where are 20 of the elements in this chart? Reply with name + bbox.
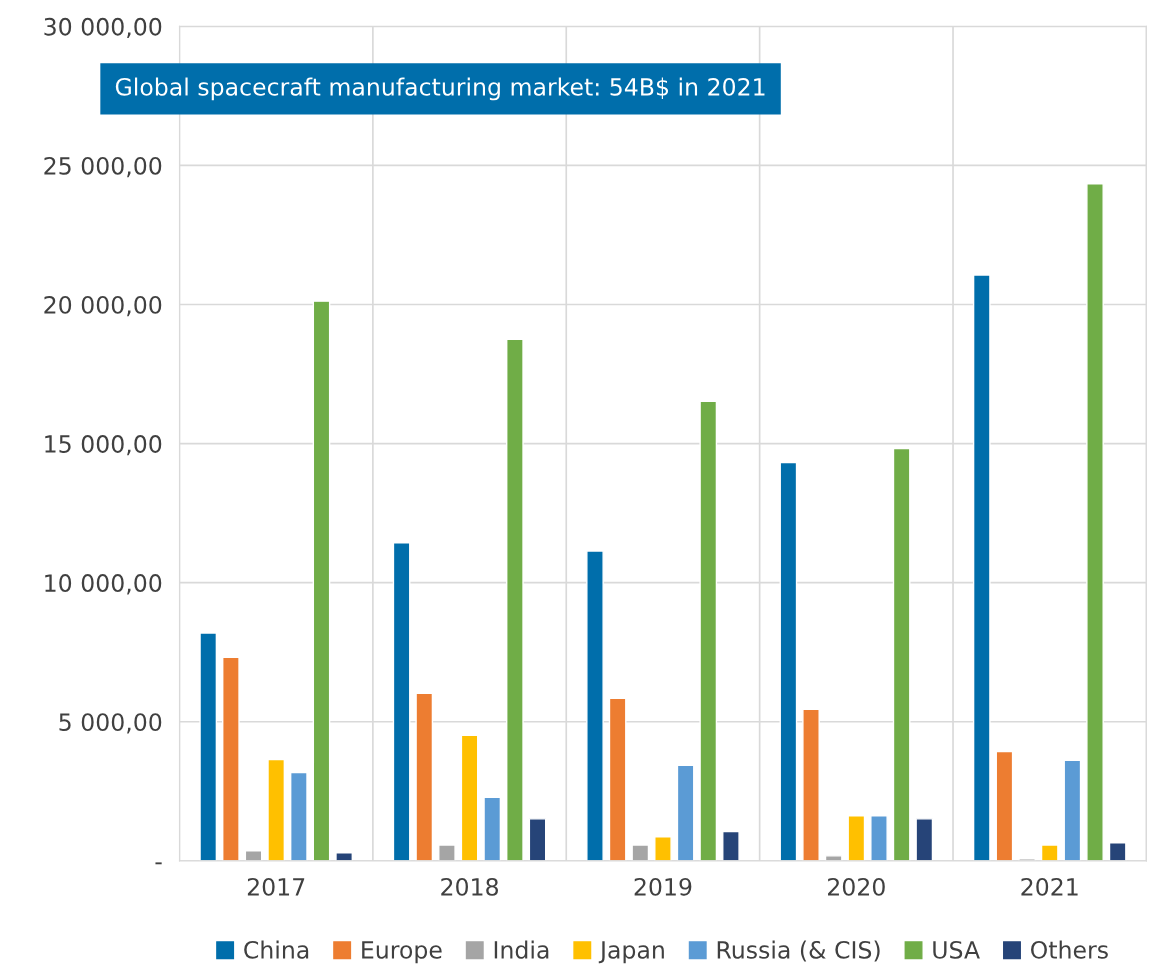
x-tick-label: 2020: [828, 877, 885, 896]
legend-label: India: [494, 940, 549, 959]
y-tick-label: -: [155, 862, 162, 865]
y-tick-label: 30 000,00: [44, 17, 162, 39]
y-tick-label: 10 000,00: [45, 574, 162, 595]
legend-label: Russia (& CIS): [717, 940, 880, 962]
legend-label: USA: [933, 940, 980, 959]
legend-label: China: [244, 940, 309, 959]
x-tick-label: 2018: [441, 877, 498, 896]
y-tick-label: 20 000,00: [44, 295, 162, 317]
x-tick-label: 2021: [1021, 877, 1078, 896]
legend-label: Others: [1031, 940, 1108, 959]
annotation: Global spacecraft manufacturing market: 54B$ in 2021: [115, 77, 765, 101]
x-tick-label: 2019: [634, 877, 692, 896]
legend-label: Europe: [362, 941, 442, 964]
y-tick-label: 15 000,00: [45, 435, 162, 456]
y-tick-label: 5 000,00: [59, 713, 162, 734]
x-tick-label: 2017: [247, 877, 305, 896]
legend-label: Japan: [598, 941, 664, 964]
y-tick-label: 25 000,00: [44, 156, 162, 178]
